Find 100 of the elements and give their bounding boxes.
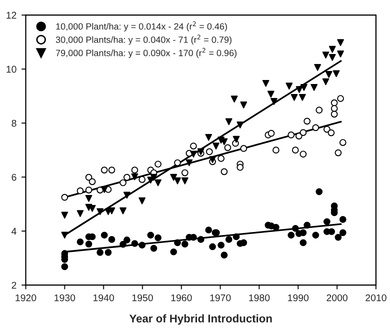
point <box>339 229 346 236</box>
point <box>332 70 340 78</box>
point <box>206 148 213 156</box>
point <box>328 228 336 236</box>
point <box>337 50 344 58</box>
point <box>131 240 138 247</box>
point <box>209 243 216 250</box>
point <box>100 232 108 239</box>
point <box>61 263 68 270</box>
point <box>267 90 274 98</box>
legend-label: 10,000 Plant/ha: y = 0.014x - 24 (r$^{2}$ = 0.46) <box>56 21 227 32</box>
point <box>295 132 302 140</box>
point <box>232 136 240 143</box>
x-tick-label: 1920 <box>16 294 36 302</box>
y-tick-label: 6 <box>12 174 16 181</box>
point <box>298 94 306 101</box>
point <box>288 232 295 239</box>
point <box>316 188 323 196</box>
point <box>292 224 299 232</box>
point <box>334 149 342 156</box>
point <box>108 166 116 174</box>
point <box>76 187 84 194</box>
point <box>324 218 330 226</box>
point <box>61 212 68 219</box>
point <box>108 207 116 214</box>
point <box>240 239 248 246</box>
y-tick-label: 12 <box>6 12 16 19</box>
point <box>296 86 303 94</box>
point <box>300 229 307 236</box>
x-tick-label: 1980 <box>249 294 270 302</box>
point <box>304 222 311 229</box>
point <box>316 106 323 114</box>
point <box>330 110 338 118</box>
point <box>220 252 228 259</box>
point <box>232 233 240 240</box>
point <box>85 240 92 248</box>
point <box>154 179 162 186</box>
point <box>76 238 84 246</box>
x-axis-title: Year of Hybrid Introduction <box>129 314 272 325</box>
point <box>288 132 295 138</box>
point <box>324 126 330 133</box>
point <box>181 169 188 176</box>
point <box>154 234 162 242</box>
point <box>104 248 112 256</box>
point <box>322 78 330 86</box>
y-tick-label: 10 <box>6 66 16 73</box>
point <box>220 168 228 176</box>
point <box>100 186 108 193</box>
point <box>225 118 232 126</box>
point <box>150 174 158 181</box>
point <box>240 145 248 152</box>
point <box>123 174 130 181</box>
point <box>330 99 338 106</box>
point <box>300 129 307 136</box>
y-tick-label: 8 <box>12 120 16 127</box>
point <box>322 52 330 58</box>
point <box>334 234 342 241</box>
point <box>120 207 126 214</box>
point <box>328 54 336 61</box>
point <box>88 178 96 186</box>
point <box>300 150 307 158</box>
point <box>85 174 92 181</box>
point <box>61 232 68 239</box>
point <box>96 208 104 216</box>
point <box>230 96 238 102</box>
point <box>174 177 181 184</box>
point <box>181 177 188 184</box>
point <box>268 130 275 137</box>
point <box>174 239 181 246</box>
point <box>138 197 146 204</box>
y-tick-label: 2 <box>12 282 16 289</box>
point <box>170 174 178 181</box>
point <box>328 46 336 53</box>
point <box>108 236 116 243</box>
point <box>330 105 338 112</box>
point <box>310 84 318 91</box>
point <box>270 98 278 105</box>
point <box>337 39 344 46</box>
x-tick-label: 1950 <box>132 294 153 302</box>
point <box>138 242 146 249</box>
point <box>312 124 320 132</box>
point <box>186 159 193 166</box>
x-tick-label: 2000 <box>326 294 348 302</box>
point <box>190 234 197 241</box>
point <box>120 179 126 186</box>
point <box>339 139 346 146</box>
point <box>272 224 280 231</box>
point <box>123 192 130 199</box>
x-tick-label: 1960 <box>171 294 192 302</box>
x-tick-label: 1940 <box>93 294 114 302</box>
point <box>224 144 232 152</box>
point <box>262 80 270 87</box>
point <box>154 160 162 168</box>
x-tick-label: 1930 <box>54 294 76 302</box>
legend-label: 79,000 Plants/ha: y = 0.090x - 170 (r$^{2}$ = 0.96) <box>56 48 236 58</box>
point <box>339 216 346 223</box>
point <box>300 239 307 246</box>
point <box>205 134 212 141</box>
point <box>218 242 225 249</box>
point <box>236 122 244 128</box>
